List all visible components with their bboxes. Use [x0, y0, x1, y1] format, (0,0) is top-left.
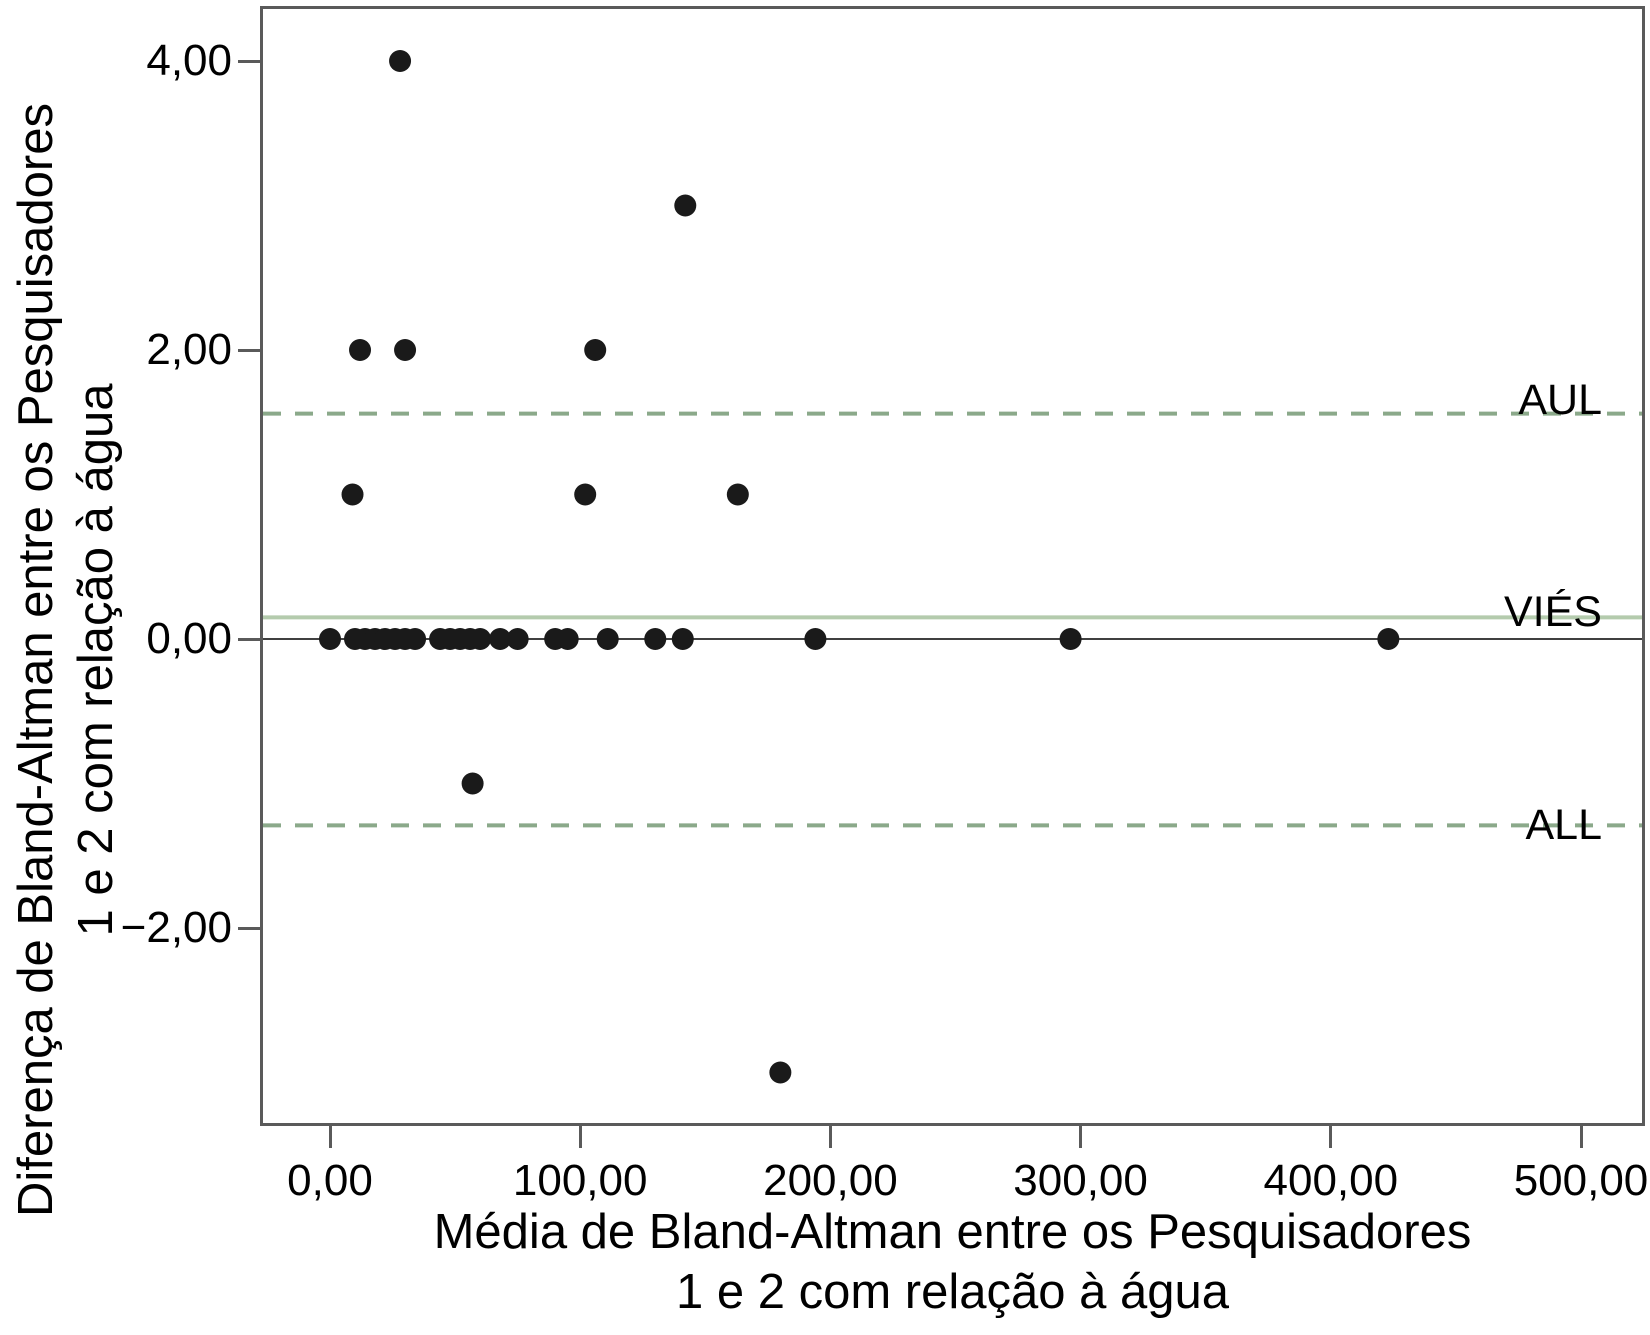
plot-area	[260, 6, 1645, 1126]
data-point	[769, 1061, 792, 1084]
data-point	[1059, 628, 1082, 650]
data-point	[556, 628, 579, 650]
data-point	[349, 339, 372, 361]
x-axis-tick-label: 0,00	[287, 1156, 373, 1205]
y-axis-tick-label: −2,00	[120, 903, 232, 952]
data-point	[319, 628, 341, 650]
y-axis-tick-label: 2,00	[146, 325, 232, 374]
x-axis-tick-label: 400,00	[1263, 1156, 1399, 1205]
data-point	[644, 628, 667, 650]
x-axis-tick-label: 300,00	[1013, 1156, 1148, 1205]
data-point	[726, 483, 749, 506]
x-axis-tick-label: 200,00	[763, 1156, 898, 1205]
x-axis-tick-label: 500,00	[1513, 1156, 1649, 1205]
y-axis-tick	[238, 348, 260, 352]
y-axis-tick-label: 4,00	[146, 36, 232, 85]
x-axis-tick	[578, 1126, 582, 1148]
data-point	[584, 339, 607, 361]
data-point	[804, 628, 827, 650]
data-point	[671, 628, 694, 650]
data-point	[389, 50, 412, 72]
reference-line-label-vies: VIÉS	[1504, 588, 1602, 637]
x-axis-title-line2: 1 e 2 com relação à água	[676, 1265, 1229, 1319]
data-point	[461, 772, 484, 795]
data-point	[1377, 628, 1400, 650]
x-axis-tick	[828, 1126, 832, 1148]
x-axis-tick	[328, 1126, 332, 1148]
y-axis-tick	[238, 637, 260, 641]
data-point	[506, 628, 529, 650]
reference-line-label-all: ALL	[1525, 801, 1602, 850]
x-axis-tick	[1079, 1126, 1083, 1148]
data-point	[674, 194, 697, 217]
data-point	[394, 339, 417, 361]
x-axis-tick	[1329, 1126, 1333, 1148]
data-point	[404, 628, 427, 650]
y-axis-tick-label: 0,00	[146, 614, 232, 663]
data-point	[341, 483, 364, 506]
x-axis-title-line1: Média de Bland-Altman entre os Pesquisad…	[433, 1205, 1472, 1259]
x-axis-tick	[1579, 1126, 1583, 1148]
data-point	[469, 628, 492, 650]
y-axis-tick	[238, 926, 260, 930]
data-point	[574, 483, 597, 506]
y-axis-tick	[238, 59, 260, 63]
data-point	[489, 628, 512, 650]
plot-canvas	[263, 50, 1642, 1084]
x-axis-tick-label: 100,00	[512, 1156, 648, 1205]
x-axis-title: Média de Bland-Altman entre os Pesquisad…	[260, 1202, 1645, 1322]
data-point	[596, 628, 619, 650]
reference-line-label-aul: AUL	[1518, 375, 1602, 424]
